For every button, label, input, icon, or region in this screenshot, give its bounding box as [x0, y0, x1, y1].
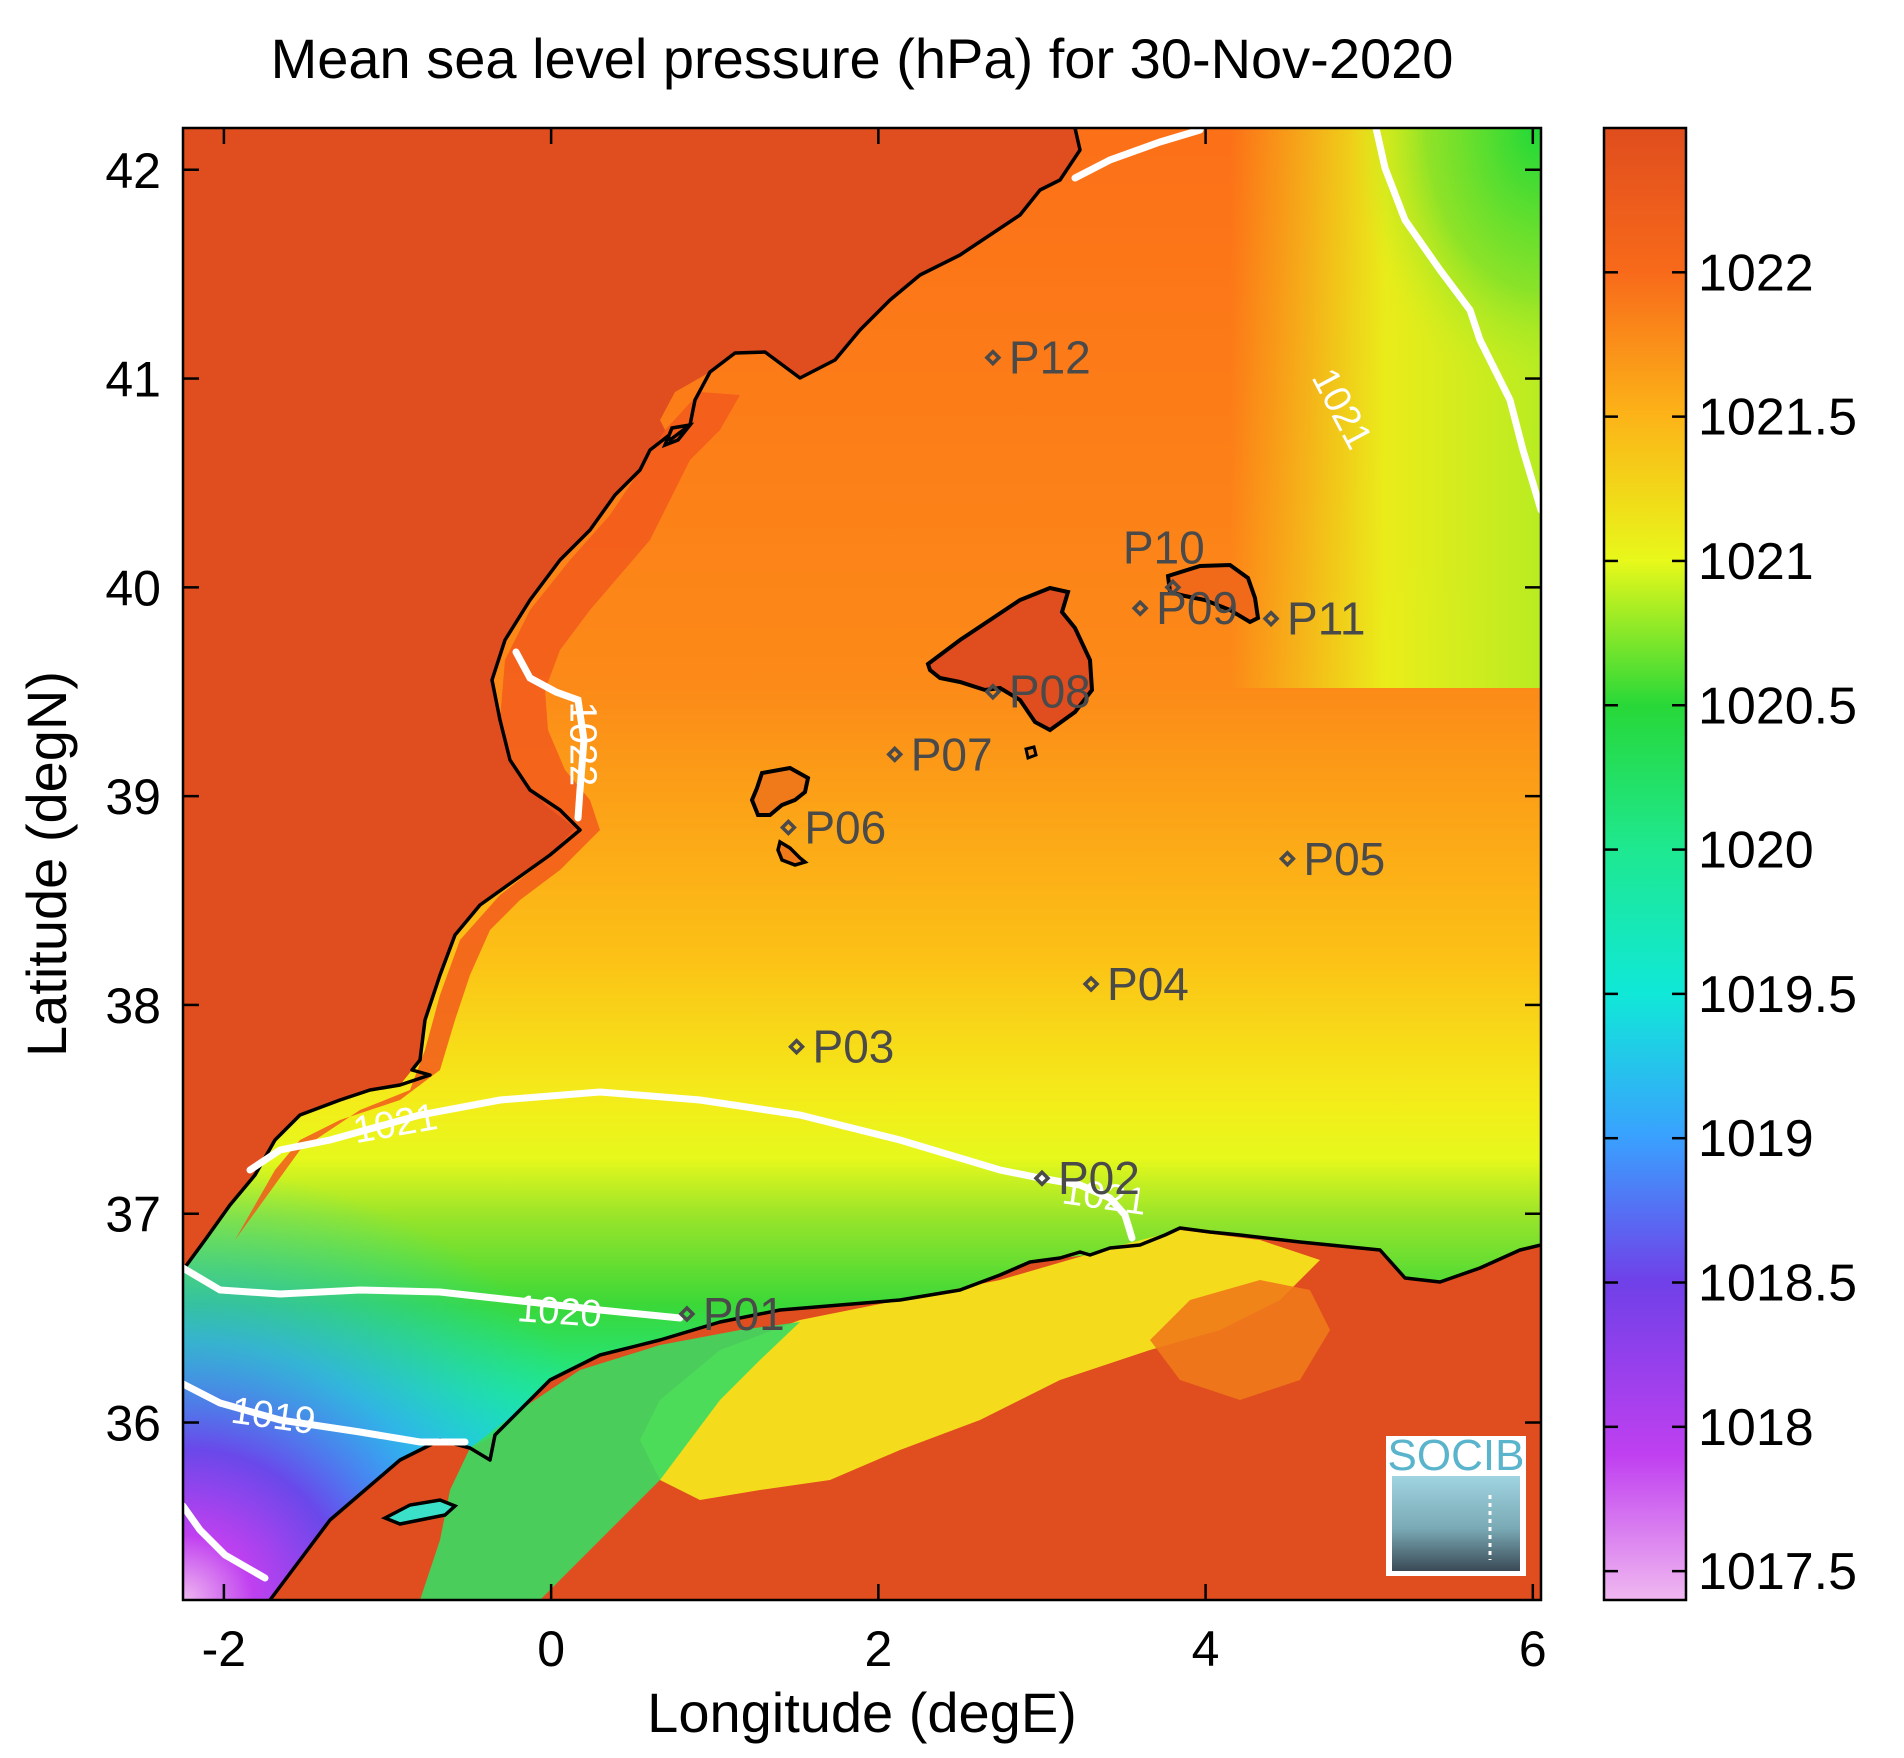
- isobar-1019: [183, 1380, 469, 1446]
- station-marker: [779, 818, 797, 836]
- station-label: P10: [1123, 521, 1205, 573]
- colorbar-tick-label: 1017.5: [1698, 1543, 1857, 1601]
- y-tick-label: 38: [105, 978, 161, 1034]
- coastline-delta: [661, 422, 695, 449]
- x-tick-label: 6: [1519, 1621, 1547, 1677]
- colorbar-tick-label: 1020: [1698, 822, 1814, 880]
- colorbar-tick-label: 1019: [1698, 1110, 1814, 1168]
- station-marker: [1278, 850, 1296, 868]
- colorbar-tick-label: 1018.5: [1698, 1255, 1857, 1313]
- colorbar-tick-label: 1020.5: [1698, 677, 1857, 735]
- x-tick-label: 2: [864, 1621, 892, 1677]
- plot-frame: [181, 126, 1543, 1602]
- logo-sea-image: [1392, 1476, 1520, 1571]
- africa-transition-orange: [1150, 1280, 1330, 1400]
- x-tick-label: -2: [202, 1621, 246, 1677]
- coastline-north-africa: [268, 1226, 1541, 1600]
- colorbar-tick-label: 1021: [1698, 533, 1814, 591]
- contour-label: 1020: [516, 1288, 603, 1336]
- station-label: P03: [813, 1021, 895, 1073]
- station-marker: [1082, 975, 1100, 993]
- colorbar-frame: [1602, 126, 1688, 1602]
- x-tick-label: 4: [1192, 1621, 1220, 1677]
- land-iberia: [183, 128, 1080, 1270]
- socib-logo: SOCIB: [1386, 1431, 1526, 1576]
- y-tick-label: 40: [105, 560, 161, 616]
- coastline-iberia: [183, 128, 1082, 1272]
- station-label: P04: [1107, 958, 1189, 1010]
- station-label: P12: [1009, 332, 1091, 384]
- station-label: P01: [703, 1288, 785, 1340]
- isobar-1021-northeast: [1372, 128, 1541, 514]
- y-axis: 36 37 38 39 40 41 42: [105, 143, 1541, 1452]
- land-ibiza: [749, 765, 811, 817]
- land-menorca: [1165, 562, 1261, 625]
- isobar-1022-north: [1071, 128, 1204, 182]
- station-marker: [1164, 578, 1182, 596]
- station-marker: [1262, 610, 1280, 628]
- station-marker: [1131, 599, 1149, 617]
- station-label: P06: [804, 801, 886, 853]
- colorbar: 1017.5 1018 1018.5 1019 1019.5 1020 1020.5 1021…: [1602, 126, 1857, 1602]
- logo-text: SOCIB: [1388, 1431, 1525, 1480]
- x-tick-label: 0: [537, 1621, 565, 1677]
- station-label: P05: [1303, 833, 1385, 885]
- station-marker: [788, 1038, 806, 1056]
- isobar-1020: [183, 1264, 684, 1322]
- land-cabrera: [1024, 745, 1038, 761]
- station-marker: [1033, 1169, 1051, 1187]
- station-label: P07: [911, 728, 993, 780]
- colorbar-tick-label: 1019.5: [1698, 966, 1857, 1024]
- y-tick-label: 41: [105, 352, 161, 408]
- isobars: [183, 128, 1541, 1582]
- station-marker: [984, 349, 1002, 367]
- isobar-1021-south: [246, 1088, 1136, 1242]
- station-marker: [886, 745, 904, 763]
- station-marker: [984, 683, 1002, 701]
- land-alboran: [380, 1498, 459, 1526]
- x-axis: -2 0 2 4 6: [202, 128, 1547, 1677]
- station-marker: [678, 1305, 696, 1323]
- chart-title: Mean sea level pressure (hPa) for 30-Nov…: [271, 27, 1454, 90]
- isobar-1018: [183, 1502, 269, 1582]
- land-mallorca: [925, 585, 1095, 733]
- y-tick-label: 42: [105, 143, 161, 199]
- x-axis-label: Longitude (degE): [647, 1681, 1077, 1744]
- colorbar-tick-label: 1022: [1698, 244, 1814, 302]
- colorbar-tick-label: 1021.5: [1698, 389, 1857, 447]
- y-axis-label: Latitude (degN): [15, 671, 78, 1057]
- africa-transition-green: [420, 1322, 800, 1600]
- station-label: P11: [1287, 593, 1365, 645]
- colorbar-tick-label: 1018: [1698, 1399, 1814, 1457]
- station-label: P02: [1058, 1152, 1140, 1204]
- ne-green-zone: [1330, 128, 1541, 428]
- africa-transition-yellow: [640, 1230, 1320, 1500]
- y-tick-label: 37: [105, 1187, 161, 1243]
- contour-label: 1022: [562, 702, 604, 787]
- y-tick-label: 36: [105, 1396, 161, 1452]
- land-formentera: [776, 839, 809, 867]
- station-label: P08: [1009, 666, 1091, 718]
- colorbar-gradient: [1604, 128, 1686, 1600]
- isobar-1022-west: [512, 648, 588, 822]
- y-tick-label: 39: [105, 769, 161, 825]
